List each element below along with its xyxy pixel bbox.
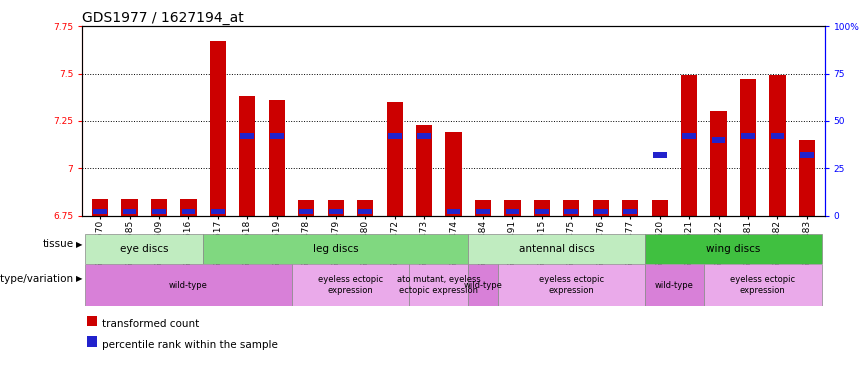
Text: wild-type: wild-type — [169, 280, 208, 290]
Bar — [652, 201, 667, 216]
Bar — [122, 199, 138, 216]
Bar — [357, 201, 373, 216]
Bar — [622, 201, 638, 216]
Bar — [388, 134, 402, 139]
Bar — [741, 134, 755, 139]
Bar — [704, 264, 822, 306]
Bar — [240, 96, 255, 216]
Text: transformed count: transformed count — [102, 320, 199, 329]
Bar — [93, 209, 107, 214]
Bar — [497, 264, 645, 306]
Bar — [92, 199, 108, 216]
Bar — [468, 234, 645, 264]
Bar — [712, 137, 726, 142]
Text: antennal discs: antennal discs — [519, 244, 595, 254]
Bar — [181, 199, 196, 216]
Text: eye discs: eye discs — [120, 244, 168, 254]
Bar — [681, 75, 697, 216]
Text: ▶: ▶ — [76, 274, 82, 284]
Bar — [711, 111, 727, 216]
Bar — [504, 201, 521, 216]
Bar — [468, 264, 497, 306]
Bar — [329, 209, 343, 214]
Bar — [771, 134, 785, 139]
Text: leg discs: leg discs — [313, 244, 358, 254]
Bar — [645, 264, 704, 306]
Bar — [534, 201, 550, 216]
Text: wing discs: wing discs — [706, 244, 760, 254]
Bar — [386, 102, 403, 216]
Text: ato mutant, eyeless
ectopic expression: ato mutant, eyeless ectopic expression — [397, 275, 481, 295]
Bar — [445, 132, 462, 216]
Bar — [211, 209, 225, 214]
Bar — [327, 201, 344, 216]
Text: eyeless ectopic
expression: eyeless ectopic expression — [318, 275, 383, 295]
Bar — [240, 134, 254, 139]
Bar — [505, 209, 519, 214]
Bar — [416, 125, 432, 216]
Bar — [270, 134, 284, 139]
Bar — [418, 134, 431, 139]
Text: wild-type: wild-type — [655, 280, 694, 290]
Text: percentile rank within the sample: percentile rank within the sample — [102, 340, 278, 350]
Bar — [475, 201, 491, 216]
Bar — [181, 209, 195, 214]
Text: tissue: tissue — [43, 239, 74, 249]
Bar — [447, 209, 460, 214]
Bar — [269, 100, 285, 216]
Text: GDS1977 / 1627194_at: GDS1977 / 1627194_at — [82, 11, 244, 25]
Bar — [85, 234, 203, 264]
Bar — [769, 75, 786, 216]
Bar — [410, 264, 468, 306]
Bar — [203, 234, 468, 264]
Bar — [535, 209, 549, 214]
Bar — [476, 209, 490, 214]
Bar — [564, 209, 578, 214]
Bar — [299, 209, 313, 214]
Bar — [299, 201, 314, 216]
Text: eyeless ectopic
expression: eyeless ectopic expression — [730, 275, 795, 295]
Bar — [122, 209, 136, 214]
Text: ▶: ▶ — [76, 240, 82, 249]
Bar — [85, 264, 292, 306]
Text: genotype/variation: genotype/variation — [0, 274, 74, 284]
Bar — [152, 209, 166, 214]
Bar — [563, 201, 580, 216]
Bar — [151, 199, 168, 216]
Bar — [292, 264, 410, 306]
Text: eyeless ectopic
expression: eyeless ectopic expression — [539, 275, 604, 295]
Bar — [210, 41, 226, 216]
Bar — [740, 79, 756, 216]
Bar — [593, 201, 608, 216]
Bar — [682, 134, 696, 139]
Bar — [645, 234, 822, 264]
Bar — [799, 140, 815, 216]
Bar — [623, 209, 637, 214]
Bar — [358, 209, 372, 214]
Bar — [653, 152, 667, 157]
Bar — [800, 152, 814, 157]
Text: wild-type: wild-type — [464, 280, 503, 290]
Bar — [594, 209, 608, 214]
